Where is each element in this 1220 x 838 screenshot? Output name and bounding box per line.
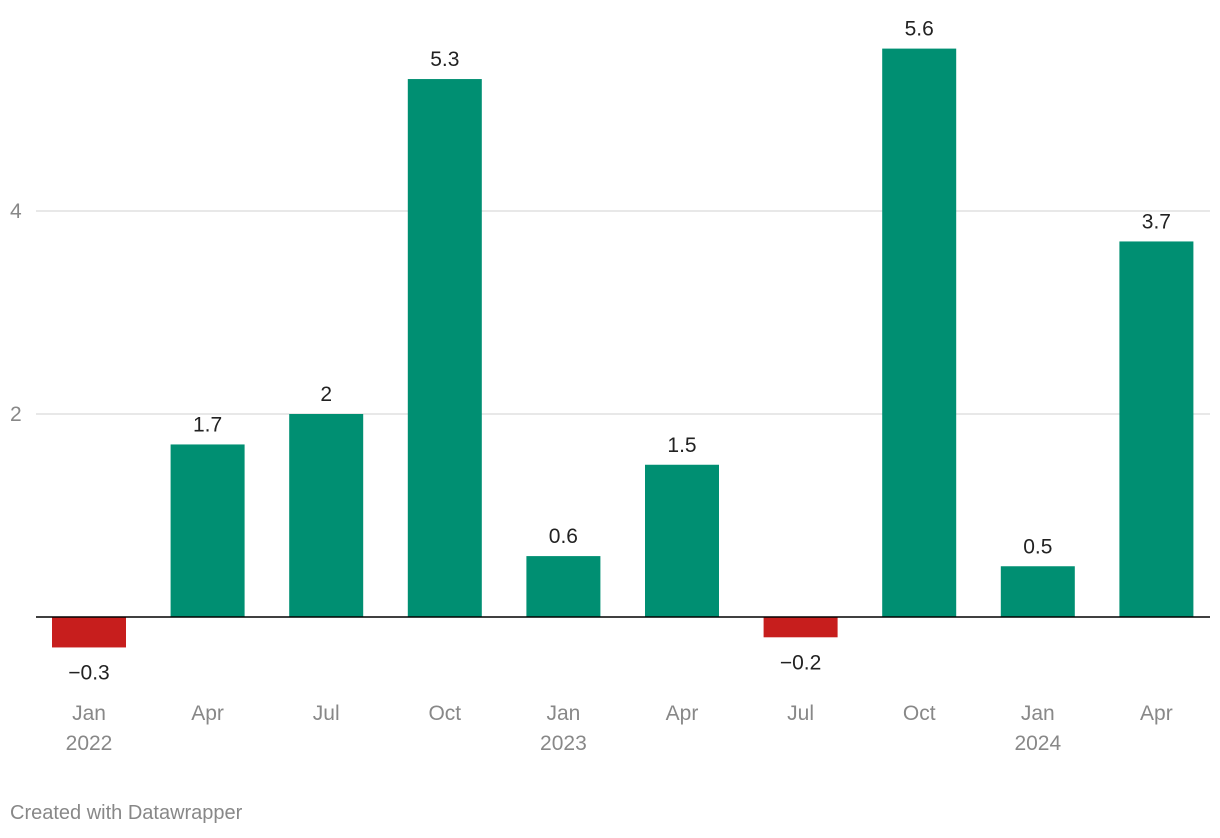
bar-value-label: 1.7 xyxy=(193,413,222,436)
bar-value-label: 0.5 xyxy=(1023,535,1052,558)
credit-text: Created with Datawrapper xyxy=(10,802,243,824)
bar-value-label: 1.5 xyxy=(667,434,696,457)
x-tick-label: Oct xyxy=(903,702,936,725)
bar xyxy=(645,464,719,617)
x-tick-label: Apr xyxy=(666,702,699,725)
x-tick-label: Oct xyxy=(428,702,461,725)
x-tick-label: Apr xyxy=(1140,702,1173,725)
bar-value-label: 2 xyxy=(320,383,332,406)
bar-value-label: 0.6 xyxy=(549,525,578,548)
x-tick-year-label: 2024 xyxy=(1014,732,1061,755)
x-tick-label: Jul xyxy=(787,702,814,725)
bar xyxy=(170,444,245,617)
bar xyxy=(289,414,364,617)
x-tick-label: Jan xyxy=(72,702,106,725)
bar-chart: 2 4 −0.3 Jan 2022 1.7 Apr 2 Jul 5.3 Oct 0.6 Jan 2023 1… xyxy=(10,18,1210,755)
bar xyxy=(763,617,838,638)
bar-value-label: 3.7 xyxy=(1142,210,1171,233)
x-tick-label: Jan xyxy=(1021,702,1055,725)
x-tick-year-label: 2023 xyxy=(540,732,587,755)
bar xyxy=(52,617,126,648)
bar-value-label: −0.2 xyxy=(780,651,821,674)
bar xyxy=(526,556,601,617)
bar-value-label: 5.6 xyxy=(905,18,934,41)
bar xyxy=(1119,241,1194,617)
bar xyxy=(882,48,957,618)
bar-value-label: −0.3 xyxy=(68,661,109,684)
y-tick-label: 4 xyxy=(10,200,22,223)
x-tick-label: Apr xyxy=(191,702,224,725)
bar xyxy=(407,79,482,618)
y-tick-label: 2 xyxy=(10,403,22,426)
x-tick-year-label: 2022 xyxy=(66,732,113,755)
x-tick-label: Jan xyxy=(546,702,580,725)
x-tick-label: Jul xyxy=(313,702,340,725)
bar-value-label: 5.3 xyxy=(430,48,459,71)
bar xyxy=(1000,566,1075,617)
